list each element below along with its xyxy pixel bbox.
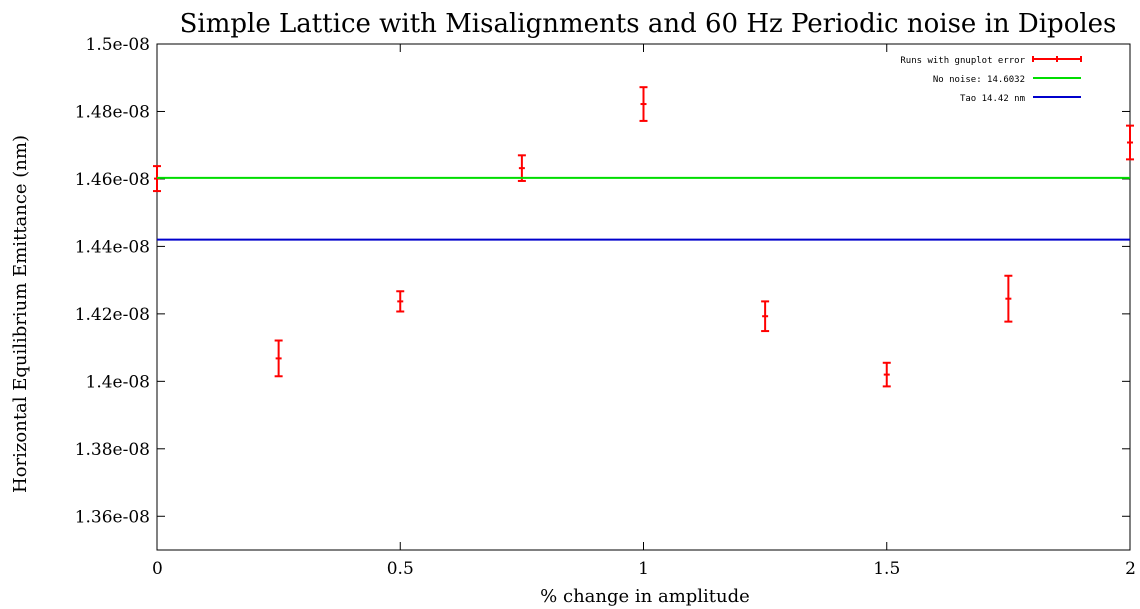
data-point <box>517 154 526 182</box>
data-point <box>761 300 770 333</box>
x-tick-label: 0.5 <box>387 559 414 579</box>
y-tick-label: 1.44e-08 <box>75 237 150 257</box>
x-axis-label: % change in amplitude <box>540 586 750 607</box>
x-tick-label: 2 <box>1125 559 1136 579</box>
data-point <box>639 86 648 122</box>
data-point <box>882 361 891 388</box>
data-point <box>1126 124 1134 161</box>
y-tick-label: 1.38e-08 <box>75 440 150 460</box>
y-tick-label: 1.46e-08 <box>75 170 150 190</box>
y-tick-label: 1.5e-08 <box>86 35 150 55</box>
y-tick-label: 1.42e-08 <box>75 305 150 325</box>
chart-title: Simple Lattice with Misalignments and 60… <box>180 9 1117 39</box>
y-axis-label: Horizontal Equilibrium Emittance (nm) <box>10 135 31 493</box>
x-tick-label: 1 <box>638 559 649 579</box>
legend: Runs with gnuplot error No noise: 14.6032… <box>900 56 1082 104</box>
axis-ticks: 1.36e-08 1.38e-08 1.4e-08 1.42e-08 1.44e-08 1… <box>75 35 1136 579</box>
data-point <box>396 290 405 313</box>
legend-label: Runs with gnuplot error <box>900 56 1025 66</box>
data-point <box>274 339 283 378</box>
y-tick-label: 1.48e-08 <box>75 102 150 122</box>
y-tick-label: 1.4e-08 <box>86 372 150 392</box>
data-point <box>1004 274 1013 323</box>
y-tick-label: 1.36e-08 <box>75 507 150 527</box>
x-tick-label: 0 <box>152 559 163 579</box>
series-layer <box>153 86 1134 388</box>
x-tick-label: 1.5 <box>873 559 900 579</box>
legend-swatch <box>1032 56 1082 62</box>
legend-label: Tao 14.42 nm <box>960 94 1025 104</box>
legend-label: No noise: 14.6032 <box>933 75 1025 85</box>
